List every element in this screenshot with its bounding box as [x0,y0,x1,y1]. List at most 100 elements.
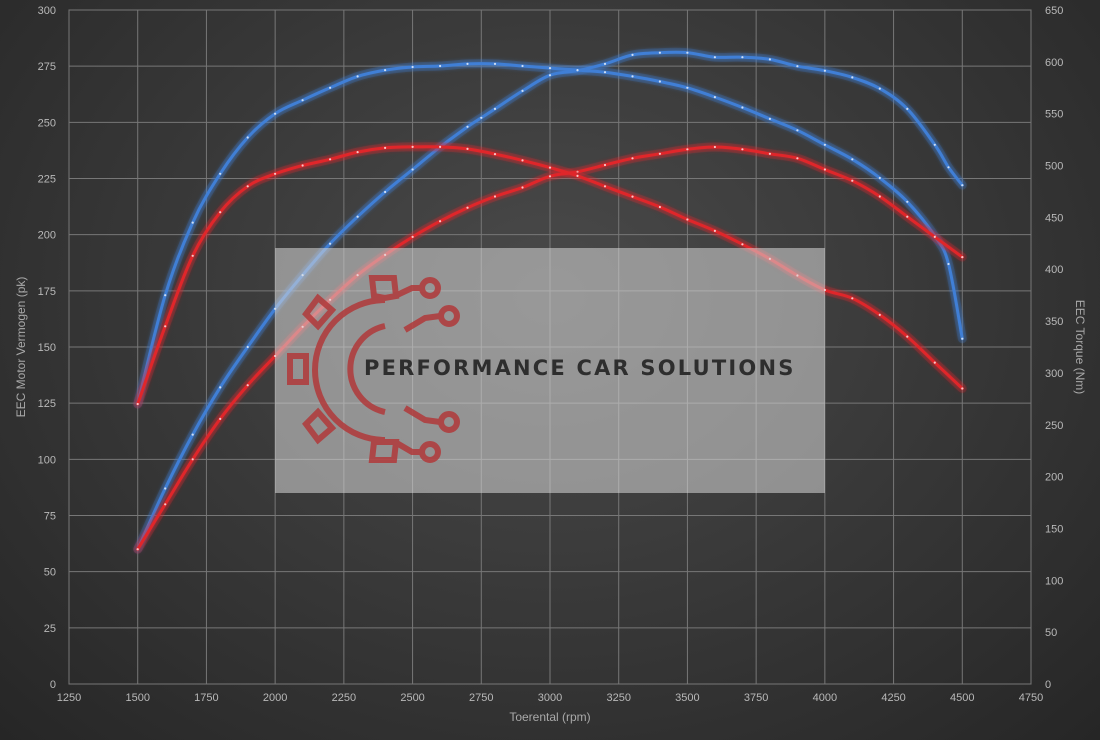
x-tick-label: 4250 [881,692,905,704]
y-left-tick-label: 275 [38,61,56,73]
series-point [493,195,497,198]
series-point [933,143,936,146]
y-right-tick-label: 150 [1045,523,1063,535]
series-point [631,53,634,57]
x-tick-label: 2250 [332,692,356,704]
series-point [301,164,304,167]
series-point [521,89,524,92]
series-point [906,200,909,203]
gear-circuit-icon [287,275,460,463]
series-point [329,158,332,161]
series-point [823,143,827,146]
series-point [274,172,277,175]
series-point [768,152,772,155]
series-point [356,215,359,218]
series-point [658,205,662,209]
series-point [439,145,442,148]
series-point [851,76,854,79]
y-right-tick-label: 650 [1045,5,1063,17]
series-point [548,67,552,70]
series-point [493,153,497,156]
x-tick-label: 4000 [813,692,837,704]
x-tick-label: 3750 [744,692,768,704]
series-point [466,147,469,150]
y-right-tick-label: 100 [1045,575,1063,587]
series-point [164,294,167,297]
series-point [191,221,194,224]
series-point [658,51,662,54]
watermark-panel [275,248,825,493]
series-point [439,64,442,68]
series-point [603,185,607,188]
x-tick-label: 2750 [469,692,493,704]
series-point [768,58,772,61]
series-point [219,211,222,214]
series-point [246,136,249,139]
series-point [356,75,359,78]
series-point [493,107,497,110]
series-point [576,69,579,72]
y-left-tick-label: 150 [38,342,56,354]
series-point [136,548,139,551]
x-tick-label: 3250 [606,692,630,704]
series-point [796,157,799,160]
series-point [796,129,799,132]
series-2 [133,59,967,409]
series-point [411,145,414,148]
series-point [631,75,634,78]
y-left-tick-label: 75 [44,511,56,523]
y-right-tick-label: 450 [1045,212,1063,224]
series-point [521,159,524,162]
series-point [906,107,909,110]
series-point [933,235,936,238]
x-tick-label: 2500 [400,692,424,704]
series-point [713,229,717,232]
series-point [933,361,936,364]
series-point [713,145,717,149]
x-tick-label: 3000 [538,692,562,704]
y-right-tick-label: 50 [1045,627,1057,639]
series-point [741,148,744,151]
series-point [439,220,442,223]
series-point [906,215,909,218]
y-right-tick-label: 350 [1045,316,1063,328]
y-left-tick-label: 300 [38,5,56,17]
series-point [329,242,332,245]
x-tick-label: 4500 [950,692,974,704]
series-point [851,297,854,300]
series-point [219,172,222,175]
series-point [191,458,194,461]
x-axis-title: Toerental (rpm) [509,710,590,724]
y-right-tick-label: 200 [1045,472,1063,484]
y-left-axis-title: EEC Motor Vermogen (pk) [14,277,28,418]
series-point [191,433,194,436]
x-tick-label: 1250 [57,692,81,704]
series-point [164,325,167,328]
y-right-tick-label: 500 [1045,161,1063,173]
x-tick-label: 1500 [125,692,149,704]
series-point [961,184,964,187]
series-point [796,65,799,68]
series-point [246,345,249,349]
x-tick-label: 4750 [1019,692,1043,704]
y-right-tick-label: 400 [1045,264,1063,276]
series-point [631,195,634,198]
series-point [947,262,950,266]
series-point [466,206,469,209]
y-left-tick-label: 100 [38,454,56,466]
series-point [521,186,524,189]
series-point [576,170,579,173]
watermark: PERFORMANCE CAR SOLUTIONS [275,248,825,493]
series-point [466,125,469,128]
series-point [878,176,881,180]
y-right-tick-label: 250 [1045,420,1063,432]
series-point [219,386,222,389]
series-point [548,74,552,77]
series-point [274,112,277,115]
series-point [493,62,497,65]
series-point [686,148,689,151]
series-point [603,71,607,74]
series-point [301,99,304,102]
series-point [878,87,881,90]
series-point [246,185,249,188]
